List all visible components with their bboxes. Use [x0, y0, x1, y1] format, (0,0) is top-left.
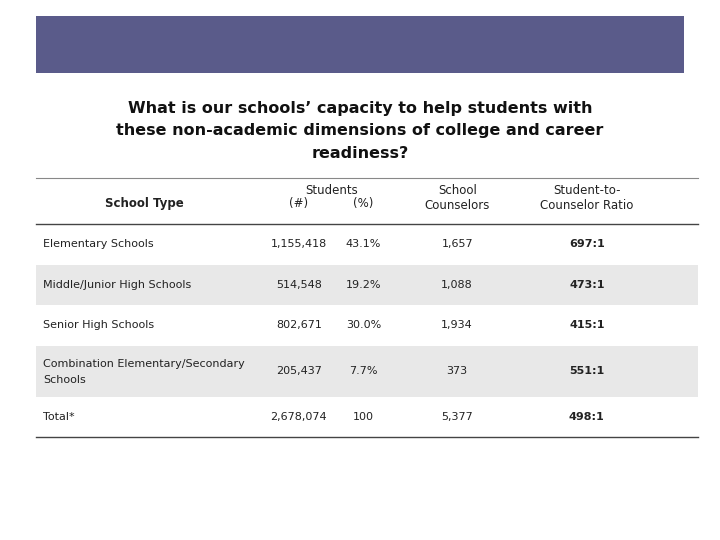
- Text: Student-to-
Counselor Ratio: Student-to- Counselor Ratio: [540, 184, 634, 212]
- Text: 205,437: 205,437: [276, 366, 322, 376]
- Text: (#): (#): [289, 197, 308, 210]
- Text: 30.0%: 30.0%: [346, 320, 381, 330]
- Text: 100: 100: [353, 412, 374, 422]
- Text: Elementary Schools: Elementary Schools: [43, 239, 154, 249]
- Text: 2,678,074: 2,678,074: [271, 412, 327, 422]
- Text: Schools: Schools: [43, 375, 86, 385]
- Text: 43.1%: 43.1%: [346, 239, 382, 249]
- Text: 1,088: 1,088: [441, 280, 473, 290]
- Text: 7.7%: 7.7%: [349, 366, 378, 376]
- Text: 1,657: 1,657: [441, 239, 473, 249]
- Text: 5,377: 5,377: [441, 412, 473, 422]
- Text: What is our schools’ capacity to help students with: What is our schools’ capacity to help st…: [127, 100, 593, 116]
- Text: 373: 373: [446, 366, 468, 376]
- Text: 802,671: 802,671: [276, 320, 322, 330]
- Text: Senior High Schools: Senior High Schools: [43, 320, 154, 330]
- Text: 19.2%: 19.2%: [346, 280, 382, 290]
- Text: PUTTING COMMON CORE IN CONTEXT: PUTTING COMMON CORE IN CONTEXT: [162, 35, 558, 54]
- Text: 498:1: 498:1: [569, 412, 605, 422]
- Text: 551:1: 551:1: [570, 366, 604, 376]
- Text: 473:1: 473:1: [569, 280, 605, 290]
- Text: School
Counselors: School Counselors: [425, 184, 490, 212]
- Text: (%): (%): [354, 197, 374, 210]
- Text: readiness?: readiness?: [311, 146, 409, 161]
- Text: 415:1: 415:1: [569, 320, 605, 330]
- Text: Students: Students: [305, 184, 358, 197]
- Text: these non-academic dimensions of college and career: these non-academic dimensions of college…: [117, 123, 603, 138]
- Text: Middle/Junior High Schools: Middle/Junior High Schools: [43, 280, 192, 290]
- Text: Total*: Total*: [43, 412, 75, 422]
- Text: 1,155,418: 1,155,418: [271, 239, 327, 249]
- Text: 514,548: 514,548: [276, 280, 322, 290]
- Text: School Type: School Type: [104, 197, 184, 210]
- Text: 697:1: 697:1: [569, 239, 605, 249]
- Text: 1,934: 1,934: [441, 320, 473, 330]
- Text: Combination Elementary/Secondary: Combination Elementary/Secondary: [43, 359, 245, 369]
